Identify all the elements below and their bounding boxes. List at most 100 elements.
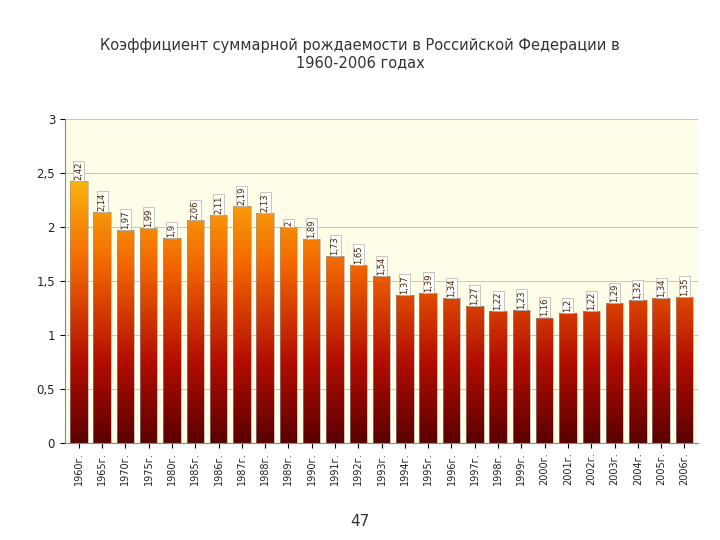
Bar xyxy=(140,272,158,274)
Bar xyxy=(94,363,111,365)
Bar xyxy=(396,361,413,363)
Bar xyxy=(559,410,577,413)
Bar xyxy=(490,315,507,318)
Bar xyxy=(70,359,88,361)
Bar xyxy=(70,389,88,391)
Bar xyxy=(233,298,251,300)
Bar xyxy=(94,238,111,240)
Bar xyxy=(466,438,484,441)
Bar xyxy=(582,395,600,397)
Bar xyxy=(675,297,693,298)
Bar xyxy=(326,343,343,346)
Bar xyxy=(186,387,204,389)
Bar xyxy=(675,337,693,339)
Bar xyxy=(210,376,228,378)
Bar xyxy=(186,432,204,434)
Bar xyxy=(117,266,134,268)
Bar xyxy=(373,305,390,307)
Bar xyxy=(443,339,460,341)
Bar xyxy=(70,441,88,443)
Bar xyxy=(490,380,507,382)
Bar xyxy=(163,367,181,369)
Bar xyxy=(163,428,181,430)
Bar xyxy=(303,255,320,257)
Bar xyxy=(256,322,274,324)
Bar xyxy=(94,330,111,333)
Bar xyxy=(350,289,367,292)
Bar xyxy=(70,281,88,283)
Bar xyxy=(396,322,413,324)
Bar xyxy=(652,302,670,305)
Bar xyxy=(466,330,484,333)
Bar xyxy=(233,415,251,417)
Bar xyxy=(420,328,437,330)
Bar xyxy=(163,402,181,404)
Bar xyxy=(582,333,600,335)
Bar xyxy=(490,395,507,397)
Bar xyxy=(513,382,530,384)
Bar xyxy=(186,359,204,361)
Bar xyxy=(233,400,251,402)
Bar xyxy=(210,354,228,356)
Bar xyxy=(117,230,134,231)
Bar xyxy=(163,350,181,352)
Bar xyxy=(233,343,251,346)
Bar xyxy=(373,378,390,380)
Bar xyxy=(233,238,251,240)
Bar xyxy=(536,359,554,361)
Bar xyxy=(513,313,530,315)
Bar xyxy=(140,350,158,352)
Bar xyxy=(373,406,390,408)
Bar xyxy=(210,432,228,434)
Bar xyxy=(559,324,577,326)
Bar xyxy=(303,395,320,397)
Bar xyxy=(559,432,577,434)
Bar xyxy=(396,330,413,333)
Bar xyxy=(186,272,204,274)
Bar xyxy=(536,387,554,389)
Bar xyxy=(420,363,437,365)
Bar xyxy=(629,326,647,328)
Bar xyxy=(140,229,158,231)
Bar xyxy=(652,419,670,421)
Bar xyxy=(675,397,693,400)
Bar xyxy=(420,296,437,298)
Bar xyxy=(70,346,88,348)
Bar xyxy=(279,261,297,264)
Bar xyxy=(163,356,181,359)
Bar xyxy=(536,348,554,350)
Bar xyxy=(629,400,647,402)
Bar xyxy=(606,354,624,356)
Bar xyxy=(373,285,390,287)
Bar xyxy=(303,289,320,292)
Bar xyxy=(396,369,413,372)
Bar xyxy=(233,432,251,434)
Bar xyxy=(513,421,530,423)
Bar xyxy=(420,430,437,432)
Bar xyxy=(186,389,204,391)
Bar xyxy=(256,402,274,404)
Bar xyxy=(163,266,181,268)
Bar xyxy=(443,374,460,376)
Bar xyxy=(210,382,228,384)
Bar xyxy=(303,240,320,242)
Bar xyxy=(606,309,624,311)
Bar xyxy=(606,303,624,305)
Bar xyxy=(303,335,320,337)
Bar xyxy=(373,421,390,423)
Bar xyxy=(396,315,413,318)
Bar xyxy=(210,233,228,235)
Bar xyxy=(629,343,647,346)
Bar xyxy=(443,387,460,389)
Bar xyxy=(559,408,577,410)
Bar xyxy=(326,339,343,341)
Bar xyxy=(186,311,204,313)
Bar xyxy=(652,339,670,341)
Bar xyxy=(629,350,647,352)
Bar xyxy=(326,285,343,287)
Bar xyxy=(606,350,624,352)
Bar xyxy=(582,389,600,391)
Bar xyxy=(420,313,437,315)
Bar xyxy=(629,365,647,367)
Bar xyxy=(396,391,413,393)
